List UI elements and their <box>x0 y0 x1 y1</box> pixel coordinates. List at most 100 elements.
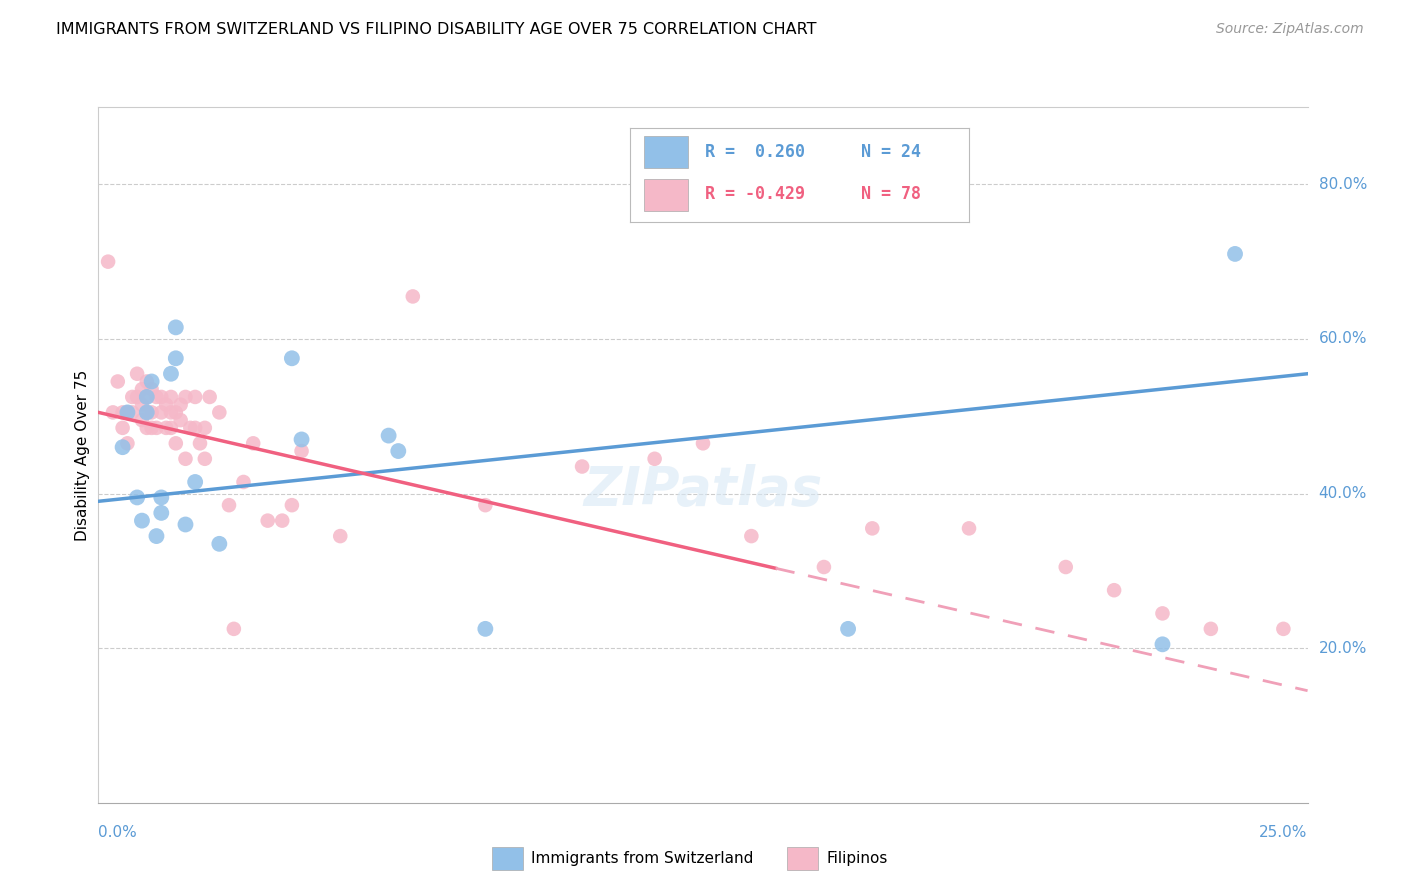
Text: ZIPatlas: ZIPatlas <box>583 464 823 516</box>
Point <box>165 320 187 334</box>
Y-axis label: Disability Age Over 75: Disability Age Over 75 <box>75 369 90 541</box>
Point <box>194 451 217 466</box>
Point <box>117 405 139 419</box>
Text: N = 24: N = 24 <box>860 144 921 161</box>
Point <box>150 506 173 520</box>
Point <box>222 622 245 636</box>
Point <box>184 421 207 435</box>
Point <box>242 436 264 450</box>
Point <box>121 390 143 404</box>
Point <box>256 514 278 528</box>
Point <box>281 498 304 512</box>
Point <box>135 390 157 404</box>
Point <box>1152 637 1174 651</box>
Point <box>740 529 762 543</box>
Point <box>117 405 139 419</box>
Point <box>127 491 149 505</box>
Point <box>194 421 217 435</box>
Point <box>160 390 183 404</box>
Text: Immigrants from Switzerland: Immigrants from Switzerland <box>531 851 754 866</box>
Text: 20.0%: 20.0% <box>1319 640 1367 656</box>
Text: R =  0.260: R = 0.260 <box>704 144 804 161</box>
Point <box>692 436 714 450</box>
Point <box>402 289 425 303</box>
Point <box>165 351 187 366</box>
Bar <box>644 178 688 211</box>
Point <box>957 521 980 535</box>
Point <box>135 390 157 404</box>
Point <box>1152 607 1174 621</box>
Point <box>131 398 153 412</box>
Point <box>208 537 231 551</box>
Text: 60.0%: 60.0% <box>1319 332 1367 346</box>
Point <box>169 398 191 412</box>
Point <box>387 444 409 458</box>
Point <box>127 367 149 381</box>
Point <box>1054 560 1077 574</box>
Text: IMMIGRANTS FROM SWITZERLAND VS FILIPINO DISABILITY AGE OVER 75 CORRELATION CHART: IMMIGRANTS FROM SWITZERLAND VS FILIPINO … <box>56 22 817 37</box>
Point <box>377 428 399 442</box>
Point <box>141 382 163 396</box>
Point <box>145 421 167 435</box>
Point <box>97 254 120 268</box>
Point <box>111 440 134 454</box>
Point <box>127 390 149 404</box>
Point <box>813 560 835 574</box>
Point <box>111 405 134 419</box>
Point <box>155 421 177 435</box>
Text: Filipinos: Filipinos <box>827 851 889 866</box>
Point <box>174 451 197 466</box>
Point <box>117 436 139 450</box>
Point <box>198 390 221 404</box>
Text: 40.0%: 40.0% <box>1319 486 1367 501</box>
Text: N = 78: N = 78 <box>860 186 921 203</box>
Text: 0.0%: 0.0% <box>98 825 138 840</box>
Point <box>165 436 187 450</box>
Point <box>135 375 157 389</box>
Point <box>150 491 173 505</box>
Text: Source: ZipAtlas.com: Source: ZipAtlas.com <box>1216 22 1364 37</box>
Point <box>1199 622 1222 636</box>
Point <box>165 405 187 419</box>
Point <box>141 405 163 419</box>
Point <box>131 514 153 528</box>
Point <box>184 390 207 404</box>
Point <box>111 421 134 435</box>
Point <box>179 421 201 435</box>
Point <box>145 529 167 543</box>
Point <box>174 517 197 532</box>
Text: R = -0.429: R = -0.429 <box>704 186 804 203</box>
Text: 80.0%: 80.0% <box>1319 177 1367 192</box>
Point <box>141 421 163 435</box>
Point <box>208 405 231 419</box>
Point <box>860 521 883 535</box>
Point <box>232 475 254 489</box>
Point <box>218 498 240 512</box>
Point <box>131 413 153 427</box>
Point <box>135 405 157 419</box>
Point <box>160 405 183 419</box>
Point <box>107 375 129 389</box>
Point <box>290 433 312 447</box>
Point <box>571 459 593 474</box>
Point <box>188 436 211 450</box>
Point <box>101 405 124 419</box>
Point <box>1272 622 1295 636</box>
Point <box>131 382 153 396</box>
Point <box>644 451 666 466</box>
Point <box>160 421 183 435</box>
Text: 25.0%: 25.0% <box>1260 825 1308 840</box>
Point <box>184 475 207 489</box>
Point <box>135 405 157 419</box>
Point <box>160 367 183 381</box>
Point <box>155 398 177 412</box>
Point <box>174 390 197 404</box>
Point <box>141 375 163 389</box>
Point <box>474 622 496 636</box>
Point <box>329 529 352 543</box>
Point <box>290 444 312 458</box>
Point <box>1102 583 1125 598</box>
Point <box>281 351 304 366</box>
Point <box>121 405 143 419</box>
Point <box>150 390 173 404</box>
